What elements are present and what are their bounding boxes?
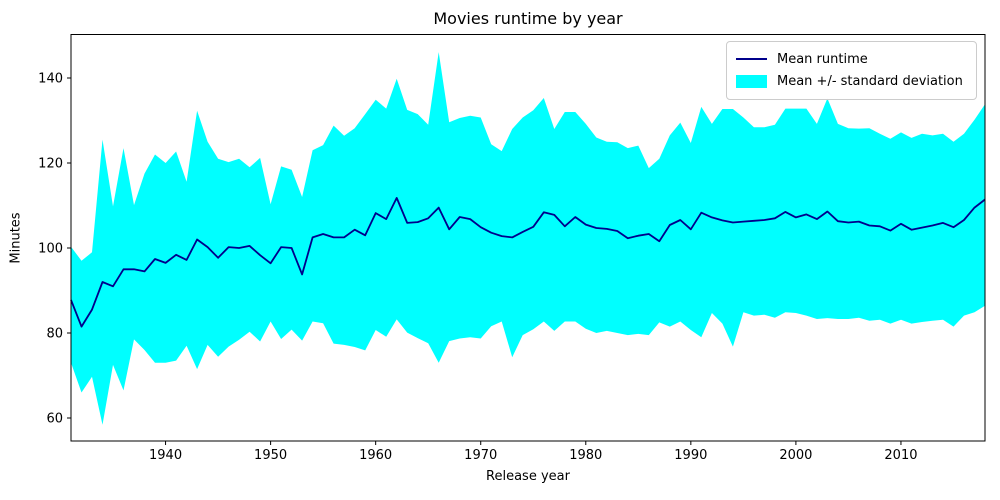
x-tick-label: 1940 [149, 448, 182, 463]
y-tick-label: 80 [46, 327, 63, 342]
x-tick-label: 1970 [464, 448, 497, 463]
y-tick-label: 60 [46, 412, 63, 427]
std-band-swatch-icon [736, 74, 767, 88]
x-tick-label: 1990 [674, 448, 707, 463]
y-tick-label: 140 [38, 72, 63, 87]
legend-item-band: Mean +/- standard deviation [736, 71, 966, 91]
x-tick-label: 2000 [779, 448, 812, 463]
chart-title: Movies runtime by year [433, 9, 623, 28]
legend-label-band: Mean +/- standard deviation [777, 73, 963, 89]
mean-line [70, 196, 986, 328]
mean-line-swatch-icon [736, 58, 767, 60]
std-band [71, 52, 985, 425]
legend-label-mean: Mean runtime [777, 51, 868, 67]
x-axis-label: Release year [486, 469, 570, 484]
y-tick-label: 120 [38, 157, 63, 172]
x-tick-label: 1980 [569, 448, 602, 463]
y-tick-label: 100 [38, 242, 63, 257]
legend: Mean runtime Mean +/- standard deviation [726, 41, 977, 100]
x-tick-label: 1950 [254, 448, 287, 463]
legend-item-mean: Mean runtime [736, 49, 966, 69]
axes-spines [70, 34, 986, 442]
x-tick-label: 2010 [884, 448, 917, 463]
x-tick-label: 1960 [359, 448, 392, 463]
y-axis-label: Minutes [8, 212, 24, 264]
